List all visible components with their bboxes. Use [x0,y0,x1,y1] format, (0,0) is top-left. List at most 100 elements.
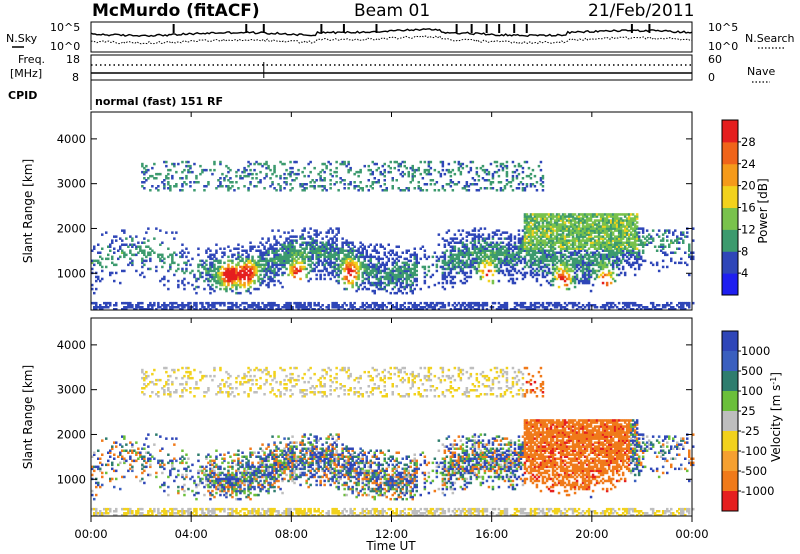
power-cell [313,263,316,267]
power-cell [247,304,250,307]
power-cell [255,273,258,277]
power-cell [219,183,222,186]
power-cell [233,267,236,271]
power-cell [511,259,515,263]
power-cell [477,255,481,259]
power-cell [213,160,216,164]
power-cell [425,273,429,277]
power-cell [625,241,629,244]
power-cell [501,306,505,309]
power-cell [583,271,587,275]
power-cell [595,225,599,228]
power-cell [433,308,437,311]
power-cell [213,301,216,305]
power-cell [459,172,463,176]
power-cell [389,273,392,277]
power-cell [127,304,130,307]
power-cell [633,237,637,240]
power-cell [299,306,302,309]
power-cell [413,261,416,265]
power-cell [143,259,146,263]
power-cell [461,229,465,232]
power-cell [535,245,539,248]
power-cell [285,253,288,257]
power-cell [351,281,354,285]
power-cell [451,267,455,271]
power-cell [303,267,306,271]
power-cell [121,251,124,254]
power-cell [547,239,551,242]
power-cell [479,247,483,250]
power-cell [487,263,491,267]
power-cell [171,259,174,263]
power-cell [425,308,429,311]
power-cell [279,235,282,238]
power-cell [587,275,591,279]
power-cell [443,239,447,242]
power-cell [193,308,196,311]
power-cell [175,185,178,188]
power-cell [167,181,170,184]
power-cell [491,181,495,184]
power-cell [627,233,631,236]
power-cell [469,269,473,273]
power-cell [449,259,453,263]
power-cell [613,227,617,230]
power-cell [245,251,248,254]
power-cell [605,301,609,305]
noise-scale-left-bottom: 10^0 [50,40,80,53]
power-cell [505,304,509,307]
power-cell [529,308,533,311]
power-cell [561,247,565,250]
power-cell [293,251,296,254]
power-cell [565,267,569,271]
power-cell [403,287,406,291]
power-cell [249,249,252,252]
power-cell [337,249,340,252]
power-cell [445,168,449,172]
power-cell [379,243,382,246]
power-cell [551,265,555,269]
power-cell [571,279,575,283]
power-cell [141,257,144,261]
power-cell [197,277,200,281]
power-cell [609,229,613,232]
power-cell [521,273,525,277]
power-cell [597,265,601,269]
power-cell [323,187,326,190]
power-cell [583,279,587,283]
power-cell [253,273,256,277]
power-cell [231,283,234,287]
power-cell [319,170,322,174]
power-cell [391,304,394,307]
power-cell [215,267,218,271]
power-cell [595,219,599,222]
power-cell [523,255,527,259]
power-cell [409,308,412,311]
power-cell [583,277,587,281]
power-cell [463,243,467,246]
power-cell [541,265,545,269]
power-cell [215,251,218,254]
power-cell [423,168,427,172]
power-cell [143,275,146,279]
power-cell [453,281,457,285]
power-cell [251,273,254,277]
power-cell [479,275,483,279]
power-cell [453,267,457,271]
power-cell [377,287,380,291]
power-cell [507,279,511,283]
power-cell [469,308,473,311]
power-cell [133,243,136,246]
power-cell [169,185,172,188]
power-cell [489,255,493,259]
power-cell [367,277,370,281]
power-cell [407,273,410,277]
power-cell [469,301,473,305]
power-cell [241,283,244,287]
power-cell [601,241,605,244]
power-cell [627,219,631,222]
power-cell [301,189,304,192]
power-cell [601,253,605,257]
